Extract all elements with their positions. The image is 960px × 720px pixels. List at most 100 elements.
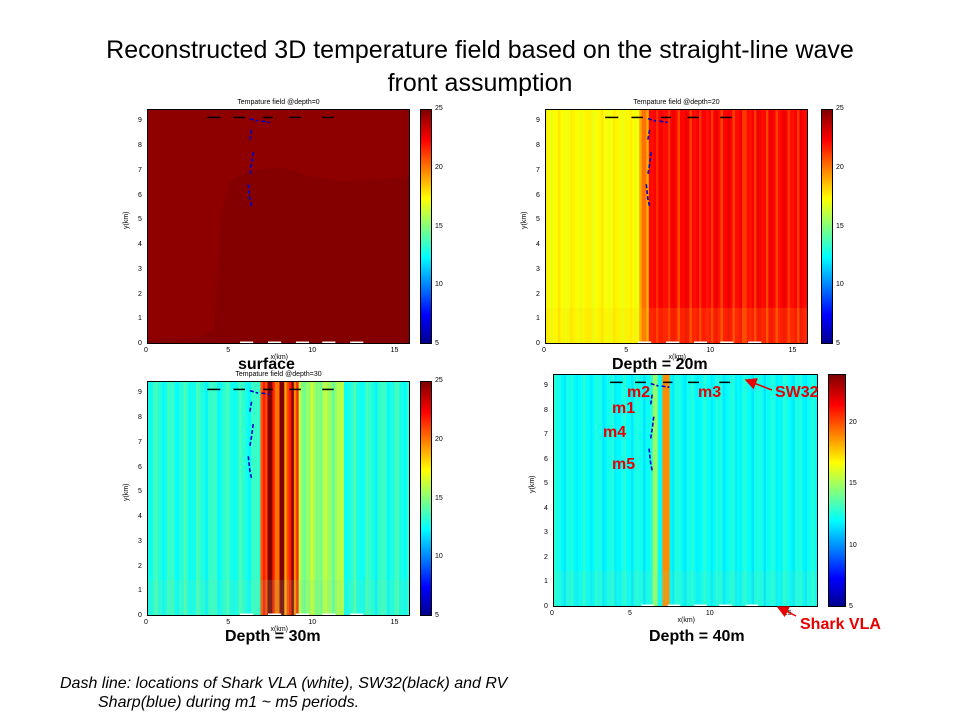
heatmap-cell [780,110,784,343]
heatmap-cell [226,382,230,615]
heatmap-cell [554,571,817,606]
heatmap-cell [269,382,273,615]
heatmap-cell [650,375,654,606]
heatmap-cell [157,382,161,615]
heatmap-cell [628,375,632,606]
x-tick-label: 0 [542,347,546,354]
y-tick-label: 5 [138,488,142,496]
heatmap-cell [780,375,784,606]
heatmap-cell [169,382,173,615]
x-tick-label: 5 [627,610,632,617]
heatmap-cell [399,382,403,615]
heatmap-cell [341,382,345,615]
heatmap-cell [195,382,199,615]
heatmap-cell [804,110,807,343]
heatmap-cell [291,382,295,615]
heatmap-cell [569,110,573,343]
heatmap-cell [257,382,261,615]
heatmap-cell [647,375,651,606]
heatmap-cell [561,375,565,606]
heatmap-cell [682,110,686,343]
heatmap-cell [626,375,630,606]
y-tick-label: 8 [544,406,548,414]
colorbar-tick-label: 25 [435,105,443,112]
heatmap-cell [619,375,623,606]
sharp-track [249,151,254,175]
heatmap-cell [663,110,667,343]
heatmap-cell [641,110,645,343]
heatmap-cell [322,382,326,615]
heatmap-cell [207,382,211,615]
colorbar-tick-label: 10 [435,281,443,289]
heatmap-cell [590,375,594,606]
heatmap-cell [669,375,673,606]
heatmap-cell [562,110,566,343]
heatmap-plot-0 [147,109,410,344]
colorbar-1 [821,109,833,344]
heatmap-cell [703,375,707,606]
heatmap-cell [794,375,798,606]
caption-depth-30: Depth = 30m [225,628,321,645]
heatmap-cell [643,375,647,606]
panel-title-2: Tempature field @depth=30 [235,371,322,378]
heatmap-cell [705,375,709,606]
heatmap-cell [632,110,636,343]
heatmap-cell [670,110,674,343]
heatmap-cell [308,382,312,615]
heatmap-cell [687,110,691,343]
heatmap-cell [676,375,680,606]
heatmap-cell [691,110,695,343]
heatmap-cell [751,375,755,606]
heatmap-cell [301,382,305,615]
heatmap-cell [554,375,558,606]
colorbar-0 [420,109,432,344]
heatmap-cell [305,382,309,615]
label-shark-vla: Shark VLA [800,616,881,633]
heatmap-cell [749,110,753,343]
label-m5: m5 [612,456,636,473]
heatmap-cell [293,382,297,615]
heatmap-cell [713,375,717,606]
heatmap-cell [171,382,175,615]
heatmap-cell [594,375,598,606]
heatmap-cell [241,382,245,615]
heatmap-cell [734,375,738,606]
panel-title-1: Tempature field @depth=20 [633,99,720,106]
heatmap-cell [222,382,226,615]
heatmap-cell [578,375,582,606]
heatmap-cell [799,375,803,606]
heatmap-cell [570,375,574,606]
heatmap-cell [699,110,703,343]
heatmap-cell [758,375,762,606]
heatmap-cell [592,375,596,606]
y-tick-label: 8 [138,142,142,150]
y-tick-label: 3 [544,529,548,537]
heatmap-cell [816,375,817,606]
y-tick-label: 1 [544,578,548,586]
heatmap-cell [334,382,338,615]
y-tick-label: 4 [544,504,548,512]
heatmap-cell [742,110,746,343]
y-tick-label: 3 [536,265,540,273]
heatmap-plot-1 [545,109,808,344]
heatmap-cell [708,110,712,343]
label-m1: m1 [612,400,636,417]
x-axis-label: x(km) [677,617,696,624]
heatmap-cell [778,375,782,606]
heatmap-cell [741,375,745,606]
caption-depth-40: Depth = 40m [649,628,745,645]
sharp-track [247,184,253,207]
heatmap-cell [224,382,228,615]
y-tick-label: 7 [138,438,142,446]
heatmap-cell [277,382,281,615]
heatmap-cell [611,375,615,606]
label-sw32: SW32 [775,384,819,401]
heatmap-cell [581,110,585,343]
heatmap-cell [703,110,707,343]
y-tick-label: 2 [138,562,142,570]
heatmap-cell [260,382,264,615]
heatmap-cell [315,382,319,615]
heatmap-cell [691,375,695,606]
heatmap-cell [785,110,789,343]
heatmap-cell [763,110,767,343]
